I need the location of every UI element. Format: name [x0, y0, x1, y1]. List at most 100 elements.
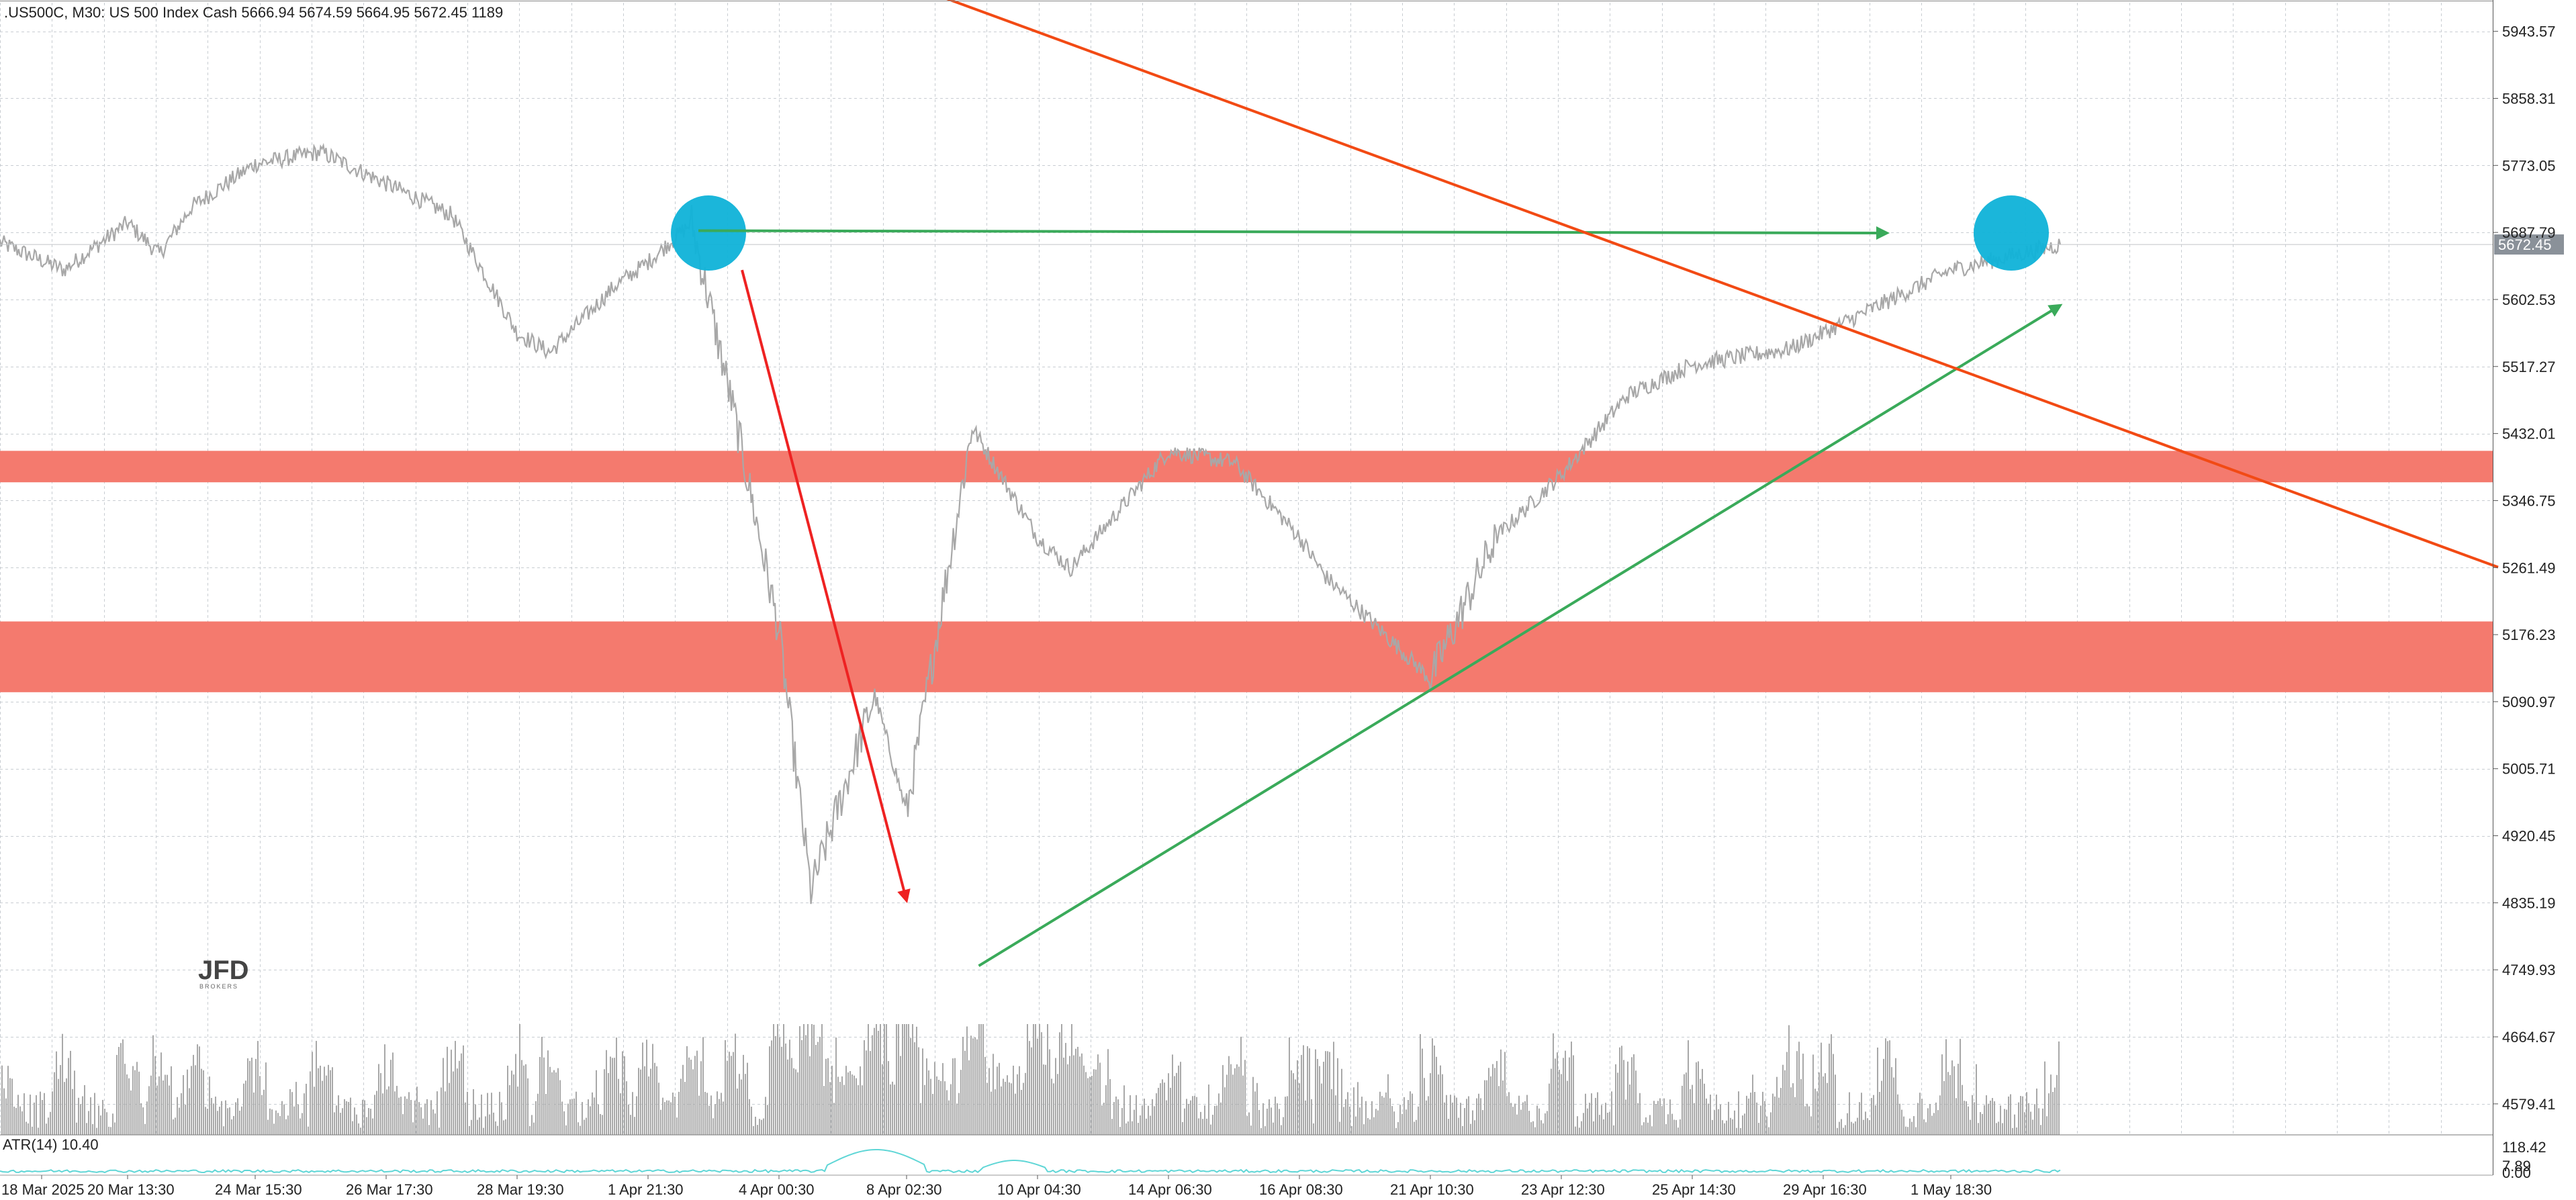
- volume-bar: [1095, 1069, 1097, 1135]
- volume-bar: [324, 1066, 325, 1135]
- x-tick-label: 24 Mar 15:30: [215, 1181, 302, 1198]
- volume-bar: [686, 1046, 688, 1135]
- volume-bar: [163, 1080, 164, 1135]
- volume-bar: [94, 1093, 95, 1135]
- volume-bar: [1128, 1121, 1129, 1135]
- volume-bar: [473, 1089, 474, 1135]
- volume-bar: [1744, 1113, 1745, 1135]
- volume-bar: [1218, 1093, 1220, 1135]
- volume-bar: [2048, 1093, 2050, 1135]
- volume-bar: [130, 1090, 132, 1135]
- volume-bar: [1001, 1086, 1002, 1135]
- volume-bar: [523, 1065, 524, 1135]
- volume-bar: [82, 1096, 83, 1135]
- volume-bar: [50, 1111, 51, 1135]
- volume-bar: [44, 1093, 45, 1135]
- volume-bar: [1649, 1115, 1651, 1135]
- volume-bar: [841, 1076, 843, 1135]
- volume-bar: [203, 1070, 204, 1135]
- price-series: 5672.45: [0, 142, 2564, 905]
- volume-bar: [600, 1113, 601, 1135]
- volume-bar: [90, 1097, 91, 1135]
- volume-bar: [7, 1066, 9, 1135]
- volume-bar: [1011, 1083, 1012, 1135]
- volume-bar: [1972, 1095, 1973, 1135]
- volume-bar: [445, 1091, 446, 1135]
- volume-bar: [578, 1122, 579, 1135]
- volume-bar: [1680, 1119, 1681, 1135]
- volume-bar: [485, 1116, 486, 1135]
- volume-bar: [56, 1051, 57, 1135]
- volume-bar: [1089, 1076, 1091, 1135]
- volume-bar: [533, 1122, 535, 1135]
- volume-bar: [503, 1120, 504, 1135]
- volume-bar: [1025, 1072, 1026, 1135]
- volume-bar: [267, 1119, 269, 1135]
- volume-bar: [852, 1074, 853, 1135]
- volume-bar: [1146, 1118, 1147, 1135]
- volume-bar: [1617, 1072, 1618, 1135]
- volume-bar: [991, 1091, 992, 1135]
- volume-bar: [829, 1082, 831, 1135]
- volume-bar: [1603, 1119, 1604, 1135]
- volume-bar: [1357, 1082, 1359, 1135]
- volume-bar: [767, 1105, 768, 1135]
- x-tick-label: 20 Mar 13:30: [87, 1181, 175, 1198]
- volume-bar: [966, 1026, 968, 1135]
- volume-bar: [1770, 1112, 1772, 1135]
- volume-bar: [122, 1039, 124, 1135]
- volume-bar: [565, 1125, 567, 1135]
- volume-bar: [799, 1026, 800, 1135]
- volume-bar: [1776, 1076, 1778, 1135]
- volume-bar: [1073, 1055, 1074, 1135]
- volume-bar: [28, 1123, 29, 1135]
- volume-bar: [434, 1113, 436, 1135]
- volume-bar: [277, 1113, 279, 1135]
- volume-bar: [318, 1068, 319, 1135]
- volume-bar: [1119, 1127, 1121, 1135]
- atr-label: ATR(14) 10.40: [3, 1136, 99, 1153]
- volume-bar: [237, 1098, 238, 1135]
- volume-bar: [1802, 1054, 1804, 1135]
- x-tick-label: 4 Apr 00:30: [739, 1181, 815, 1198]
- volume-bar: [366, 1117, 367, 1135]
- volume-bar: [692, 1069, 694, 1135]
- volume-bar: [918, 1047, 919, 1135]
- volume-bar: [938, 1079, 939, 1135]
- volume-bar: [555, 1072, 557, 1135]
- volume-bar: [1291, 1070, 1292, 1135]
- volume-bar: [1363, 1124, 1365, 1135]
- volume-bar: [630, 1115, 631, 1135]
- volume-bar: [515, 1054, 516, 1135]
- volume-bar: [58, 1078, 59, 1135]
- volume-bar: [698, 1095, 700, 1135]
- volume-bar: [360, 1127, 361, 1135]
- volume-bars: [1, 1024, 2060, 1135]
- volume-bar: [1859, 1102, 1860, 1135]
- volume-bar: [342, 1108, 343, 1135]
- volume-bar: [396, 1086, 398, 1135]
- x-tick-label: 23 Apr 12:30: [1521, 1181, 1605, 1198]
- volume-bar: [1279, 1109, 1280, 1135]
- volume-bar: [1071, 1024, 1072, 1135]
- volume-bar: [461, 1053, 462, 1135]
- volume-bar: [1732, 1119, 1733, 1135]
- volume-bar: [225, 1100, 226, 1135]
- volume-bar: [1416, 1119, 1417, 1135]
- y-tick-label: 5858.31: [2502, 90, 2556, 107]
- volume-bar: [1754, 1092, 1755, 1135]
- volume-bar: [332, 1067, 333, 1135]
- volume-bar: [670, 1102, 672, 1135]
- volume-bar: [118, 1047, 120, 1135]
- volume-bar: [495, 1121, 496, 1135]
- volume-bar: [34, 1102, 35, 1135]
- volume-bar: [384, 1044, 385, 1135]
- volume-bar: [54, 1072, 55, 1135]
- volume-bar: [316, 1041, 317, 1135]
- volume-bar: [807, 1024, 809, 1135]
- volume-bar: [3, 1088, 5, 1135]
- volume-bar: [1861, 1093, 1862, 1135]
- volume-bar: [1883, 1058, 1884, 1135]
- volume-bar: [2006, 1109, 2007, 1135]
- volume-bar: [1597, 1092, 1598, 1135]
